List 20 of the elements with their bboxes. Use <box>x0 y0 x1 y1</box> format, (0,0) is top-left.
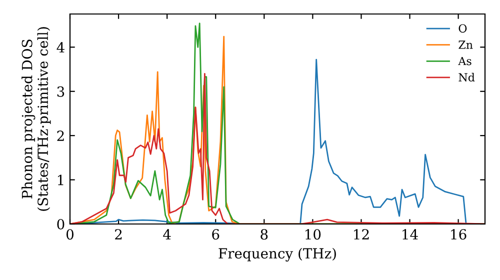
y-tick-label: 0 <box>57 218 64 230</box>
x-tick-label: 8 <box>260 229 268 240</box>
legend-label: Zn <box>458 40 473 49</box>
x-tick-label: 6 <box>212 229 220 240</box>
x-tick-label: 12 <box>354 229 369 240</box>
x-tick-label: 14 <box>402 229 418 240</box>
x-tick-label: 0 <box>66 229 74 240</box>
legend-label: O <box>458 24 467 33</box>
x-tick-label: 16 <box>451 229 466 240</box>
y-tick-label: 2 <box>57 130 64 141</box>
x-tick-label: 4 <box>163 229 171 240</box>
x-tick-label: 2 <box>115 229 122 240</box>
y-axis-title: Phonon projected DOS (States/THz·primitive cell) <box>22 27 51 211</box>
x-tick-label: 10 <box>306 229 321 240</box>
y-tick-label: 4 <box>56 42 64 52</box>
y-tick-label: 1 <box>58 174 64 186</box>
legend-label: As <box>458 56 472 66</box>
legend-label: Nd <box>458 72 475 82</box>
y-tick-label: 3 <box>57 86 64 97</box>
x-axis-title: Frequency (THz) <box>218 248 336 262</box>
